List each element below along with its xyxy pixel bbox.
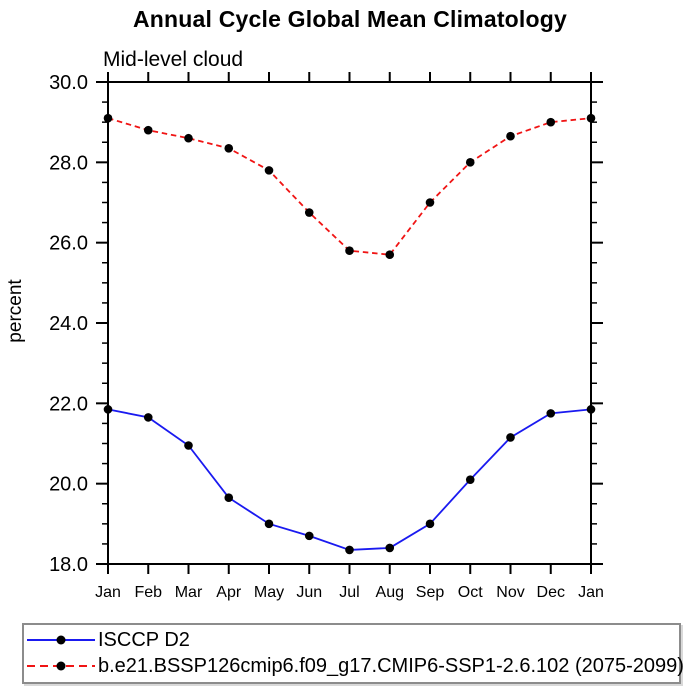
x-tick-label: Sep [416,584,445,601]
legend-line-sample-dashed [27,661,95,671]
data-point-marker [345,246,354,255]
data-point-marker [506,433,515,442]
y-tick-label: 30.0 [49,72,88,94]
series-line-1 [107,117,592,256]
data-point-marker [425,198,435,207]
data-point-marker [425,519,435,529]
data-point-marker [224,143,234,153]
y-tick-label: 24.0 [49,313,88,335]
x-tick-label: Aug [376,584,404,601]
chart-subtitle: Mid-level cloud [103,48,244,71]
x-tick-label: Nov [496,584,524,601]
legend-marker-obs [56,635,66,645]
data-point-marker [465,158,475,167]
y-tick-label: 20.0 [49,474,88,496]
data-point-marker [546,117,556,127]
legend-marker-model [56,661,66,671]
x-tick-label: Jun [296,584,322,601]
data-point-marker [385,543,395,553]
plot-frame [107,81,592,565]
x-tick-label: Oct [458,584,483,601]
series-line-0 [107,408,592,551]
data-point-marker [506,131,515,141]
data-point-marker [304,531,314,541]
x-tick-label: Jan [95,584,121,601]
data-point-marker [264,519,274,529]
legend-label-model: b.e21.BSSP126cmip6.f09_g17.CMIP6-SSP1-2.… [98,654,684,677]
legend-entry-obs: ISCCP D2 [26,627,679,653]
data-point-marker [586,113,596,123]
data-point-marker [304,208,314,217]
y-tick-label: 18.0 [49,554,88,576]
data-point-marker [184,133,193,143]
data-point-marker [465,475,475,484]
data-point-marker [103,405,113,414]
x-tick-label: Jul [339,584,359,601]
legend-line-sample-solid [27,635,95,645]
data-point-marker [184,441,193,450]
x-tick-label: May [254,584,284,601]
legend-entry-model: b.e21.BSSP126cmip6.f09_g17.CMIP6-SSP1-2.… [26,653,684,679]
x-tick-label: Jan [578,584,604,601]
chart-title: Annual Cycle Global Mean Climatology [132,6,568,32]
data-point-marker [103,113,113,123]
y-tick-label: 28.0 [49,152,88,174]
data-point-marker [264,166,274,175]
data-point-marker [224,493,234,503]
data-point-marker [385,250,395,260]
x-tick-label: Feb [134,584,162,601]
plot-area: Jan Feb Mar Apr May Jun Jul Aug Sep Oct Nov Dec Jan 3… [49,72,604,601]
data-point-marker [546,409,556,418]
x-tick-label: Mar [175,584,203,601]
legend-label-obs: ISCCP D2 [98,628,190,651]
legend-box: ISCCP D2 b.e21.BSSP126cmip6.f09_g17.CMIP… [22,623,684,684]
x-tick-label: Dec [537,584,565,601]
data-point-marker [143,125,153,135]
x-tick-label: Apr [216,584,242,601]
y-tick-label: 26.0 [49,233,88,255]
data-point-marker [586,405,596,414]
data-point-marker [143,413,153,422]
data-point-marker [345,545,354,555]
y-tick-label: 22.0 [49,393,88,415]
